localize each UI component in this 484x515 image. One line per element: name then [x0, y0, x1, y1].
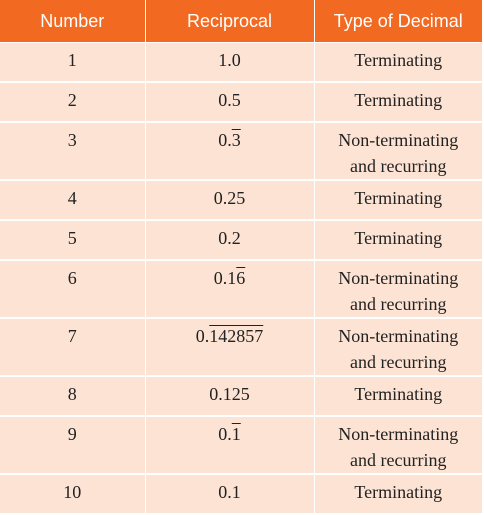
reciprocal-value: 0.125: [209, 381, 250, 407]
table-header: Number Reciprocal Type of Decimal: [0, 0, 482, 43]
header-type-of-decimal: Type of Decimal: [314, 0, 482, 43]
header-row: Number Reciprocal Type of Decimal: [0, 0, 482, 43]
cell-reciprocal: 0.16: [145, 260, 315, 319]
type-line-1: Terminating: [354, 228, 443, 248]
table-row: 6 0.16 Non-terminating and recurring: [0, 260, 482, 319]
table-row: 2 0.5 Terminating: [0, 82, 482, 123]
type-line-1: Non-terminating: [338, 424, 459, 444]
reciprocal-repeating-digits: 3: [231, 130, 241, 150]
reciprocal-nonrepeating: 0.1: [218, 482, 241, 502]
reciprocal-value: 0.2: [218, 225, 241, 251]
table-row: 1 1.0 Terminating: [0, 42, 482, 83]
cell-number: 10: [0, 474, 146, 515]
reciprocal-value: 0.25: [214, 185, 246, 211]
header-number: Number: [0, 0, 146, 43]
cell-number: 1: [0, 42, 146, 83]
cell-type-of-decimal: Non-terminating and recurring: [314, 122, 482, 181]
header-reciprocal: Reciprocal: [145, 0, 315, 43]
reciprocal-nonrepeating: 1.0: [218, 50, 241, 70]
type-line-2: and recurring: [350, 156, 447, 176]
cell-reciprocal: 0.1: [145, 474, 315, 515]
reciprocal-value: 0.142857: [196, 323, 264, 349]
reciprocal-value: 0.1: [218, 421, 241, 447]
reciprocal-nonrepeating: 0.25: [213, 188, 246, 208]
cell-reciprocal: 0.3: [145, 122, 315, 181]
cell-type-of-decimal: Terminating: [314, 42, 482, 83]
cell-number: 7: [0, 318, 146, 377]
table-row: 8 0.125 Terminating: [0, 376, 482, 417]
cell-type-of-decimal: Terminating: [314, 376, 482, 417]
reciprocal-nonrepeating: 0.2: [218, 228, 241, 248]
reciprocal-repeating-digits: 6: [236, 268, 246, 288]
reciprocal-value: 1.0: [218, 47, 241, 73]
reciprocal-nonrepeating: 0.: [195, 326, 210, 346]
cell-number: 4: [0, 180, 146, 221]
reciprocal-nonrepeating: 0.: [218, 130, 232, 150]
cell-reciprocal: 0.142857: [145, 318, 315, 377]
type-line-2: and recurring: [350, 450, 447, 470]
cell-number: 8: [0, 376, 146, 417]
reciprocal-nonrepeating: 0.125: [209, 384, 250, 404]
reciprocal-value: 0.5: [218, 87, 241, 113]
reciprocal-value: 0.1: [218, 479, 241, 505]
type-line-1: Terminating: [354, 50, 443, 70]
type-line-2: and recurring: [350, 352, 447, 372]
cell-number: 6: [0, 260, 146, 319]
cell-number: 9: [0, 416, 146, 475]
cell-type-of-decimal: Non-terminating and recurring: [314, 260, 482, 319]
cell-reciprocal: 1.0: [145, 42, 315, 83]
type-line-1: Terminating: [354, 482, 443, 502]
type-line-2: and recurring: [350, 294, 447, 314]
type-line-1: Terminating: [354, 384, 443, 404]
cell-type-of-decimal: Terminating: [314, 474, 482, 515]
type-line-1: Non-terminating: [338, 326, 459, 346]
table-row: 3 0.3 Non-terminating and recurring: [0, 122, 482, 181]
reciprocal-value: 0.16: [214, 265, 246, 291]
cell-type-of-decimal: Non-terminating and recurring: [314, 318, 482, 377]
reciprocal-nonrepeating: 0.1: [213, 268, 237, 288]
reciprocal-nonrepeating: 0.5: [218, 90, 241, 110]
cell-type-of-decimal: Terminating: [314, 220, 482, 261]
cell-number: 5: [0, 220, 146, 261]
cell-reciprocal: 0.2: [145, 220, 315, 261]
type-line-1: Non-terminating: [338, 268, 459, 288]
cell-number: 3: [0, 122, 146, 181]
cell-reciprocal: 0.25: [145, 180, 315, 221]
cell-reciprocal: 0.5: [145, 82, 315, 123]
reciprocal-repeating-digits: 1: [231, 424, 241, 444]
cell-reciprocal: 0.125: [145, 376, 315, 417]
table-row: 4 0.25 Terminating: [0, 180, 482, 221]
table-row: 5 0.2 Terminating: [0, 220, 482, 261]
table-row: 10 0.1 Terminating: [0, 474, 482, 515]
reciprocal-value: 0.3: [218, 127, 241, 153]
type-line-1: Terminating: [354, 90, 443, 110]
cell-reciprocal: 0.1: [145, 416, 315, 475]
table-row: 9 0.1 Non-terminating and recurring: [0, 416, 482, 475]
cell-number: 2: [0, 82, 146, 123]
table-body: 1 1.0 Terminating 2 0.5 Terminating 3 0.3 Non-te…: [0, 42, 482, 515]
cell-type-of-decimal: Terminating: [314, 82, 482, 123]
table-row: 7 0.142857 Non-terminating and recurring: [0, 318, 482, 377]
cell-type-of-decimal: Non-terminating and recurring: [314, 416, 482, 475]
type-line-1: Terminating: [354, 188, 443, 208]
cell-type-of-decimal: Terminating: [314, 180, 482, 221]
reciprocal-repeating-digits: 142857: [209, 326, 264, 346]
type-line-1: Non-terminating: [338, 130, 459, 150]
reciprocal-nonrepeating: 0.: [218, 424, 232, 444]
